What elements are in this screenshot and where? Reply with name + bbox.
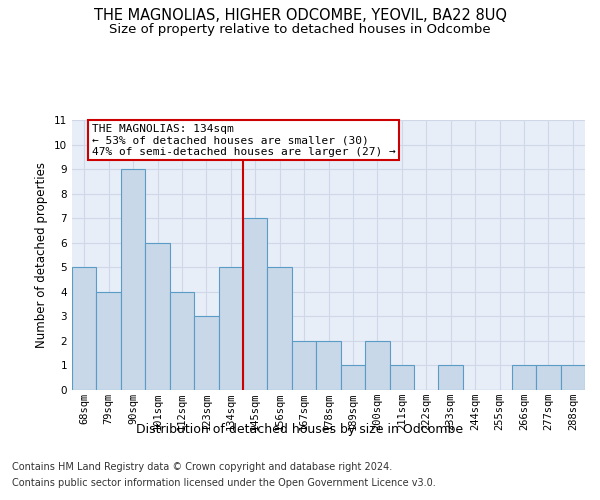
Bar <box>72 268 97 390</box>
Bar <box>389 366 414 390</box>
Text: Distribution of detached houses by size in Odcombe: Distribution of detached houses by size … <box>136 422 464 436</box>
Text: Contains HM Land Registry data © Crown copyright and database right 2024.: Contains HM Land Registry data © Crown c… <box>12 462 392 472</box>
Bar <box>97 292 121 390</box>
Bar <box>194 316 218 390</box>
Bar <box>121 169 145 390</box>
Bar <box>268 268 292 390</box>
Bar <box>145 242 170 390</box>
Bar <box>316 341 341 390</box>
Bar <box>560 366 585 390</box>
Text: THE MAGNOLIAS, HIGHER ODCOMBE, YEOVIL, BA22 8UQ: THE MAGNOLIAS, HIGHER ODCOMBE, YEOVIL, B… <box>94 8 506 22</box>
Bar <box>292 341 316 390</box>
Bar <box>341 366 365 390</box>
Bar <box>439 366 463 390</box>
Text: Size of property relative to detached houses in Odcombe: Size of property relative to detached ho… <box>109 22 491 36</box>
Bar <box>218 268 243 390</box>
Text: Contains public sector information licensed under the Open Government Licence v3: Contains public sector information licen… <box>12 478 436 488</box>
Bar <box>243 218 268 390</box>
Y-axis label: Number of detached properties: Number of detached properties <box>35 162 49 348</box>
Bar <box>512 366 536 390</box>
Text: THE MAGNOLIAS: 134sqm
← 53% of detached houses are smaller (30)
47% of semi-deta: THE MAGNOLIAS: 134sqm ← 53% of detached … <box>92 124 395 157</box>
Bar <box>170 292 194 390</box>
Bar <box>365 341 389 390</box>
Bar <box>536 366 560 390</box>
